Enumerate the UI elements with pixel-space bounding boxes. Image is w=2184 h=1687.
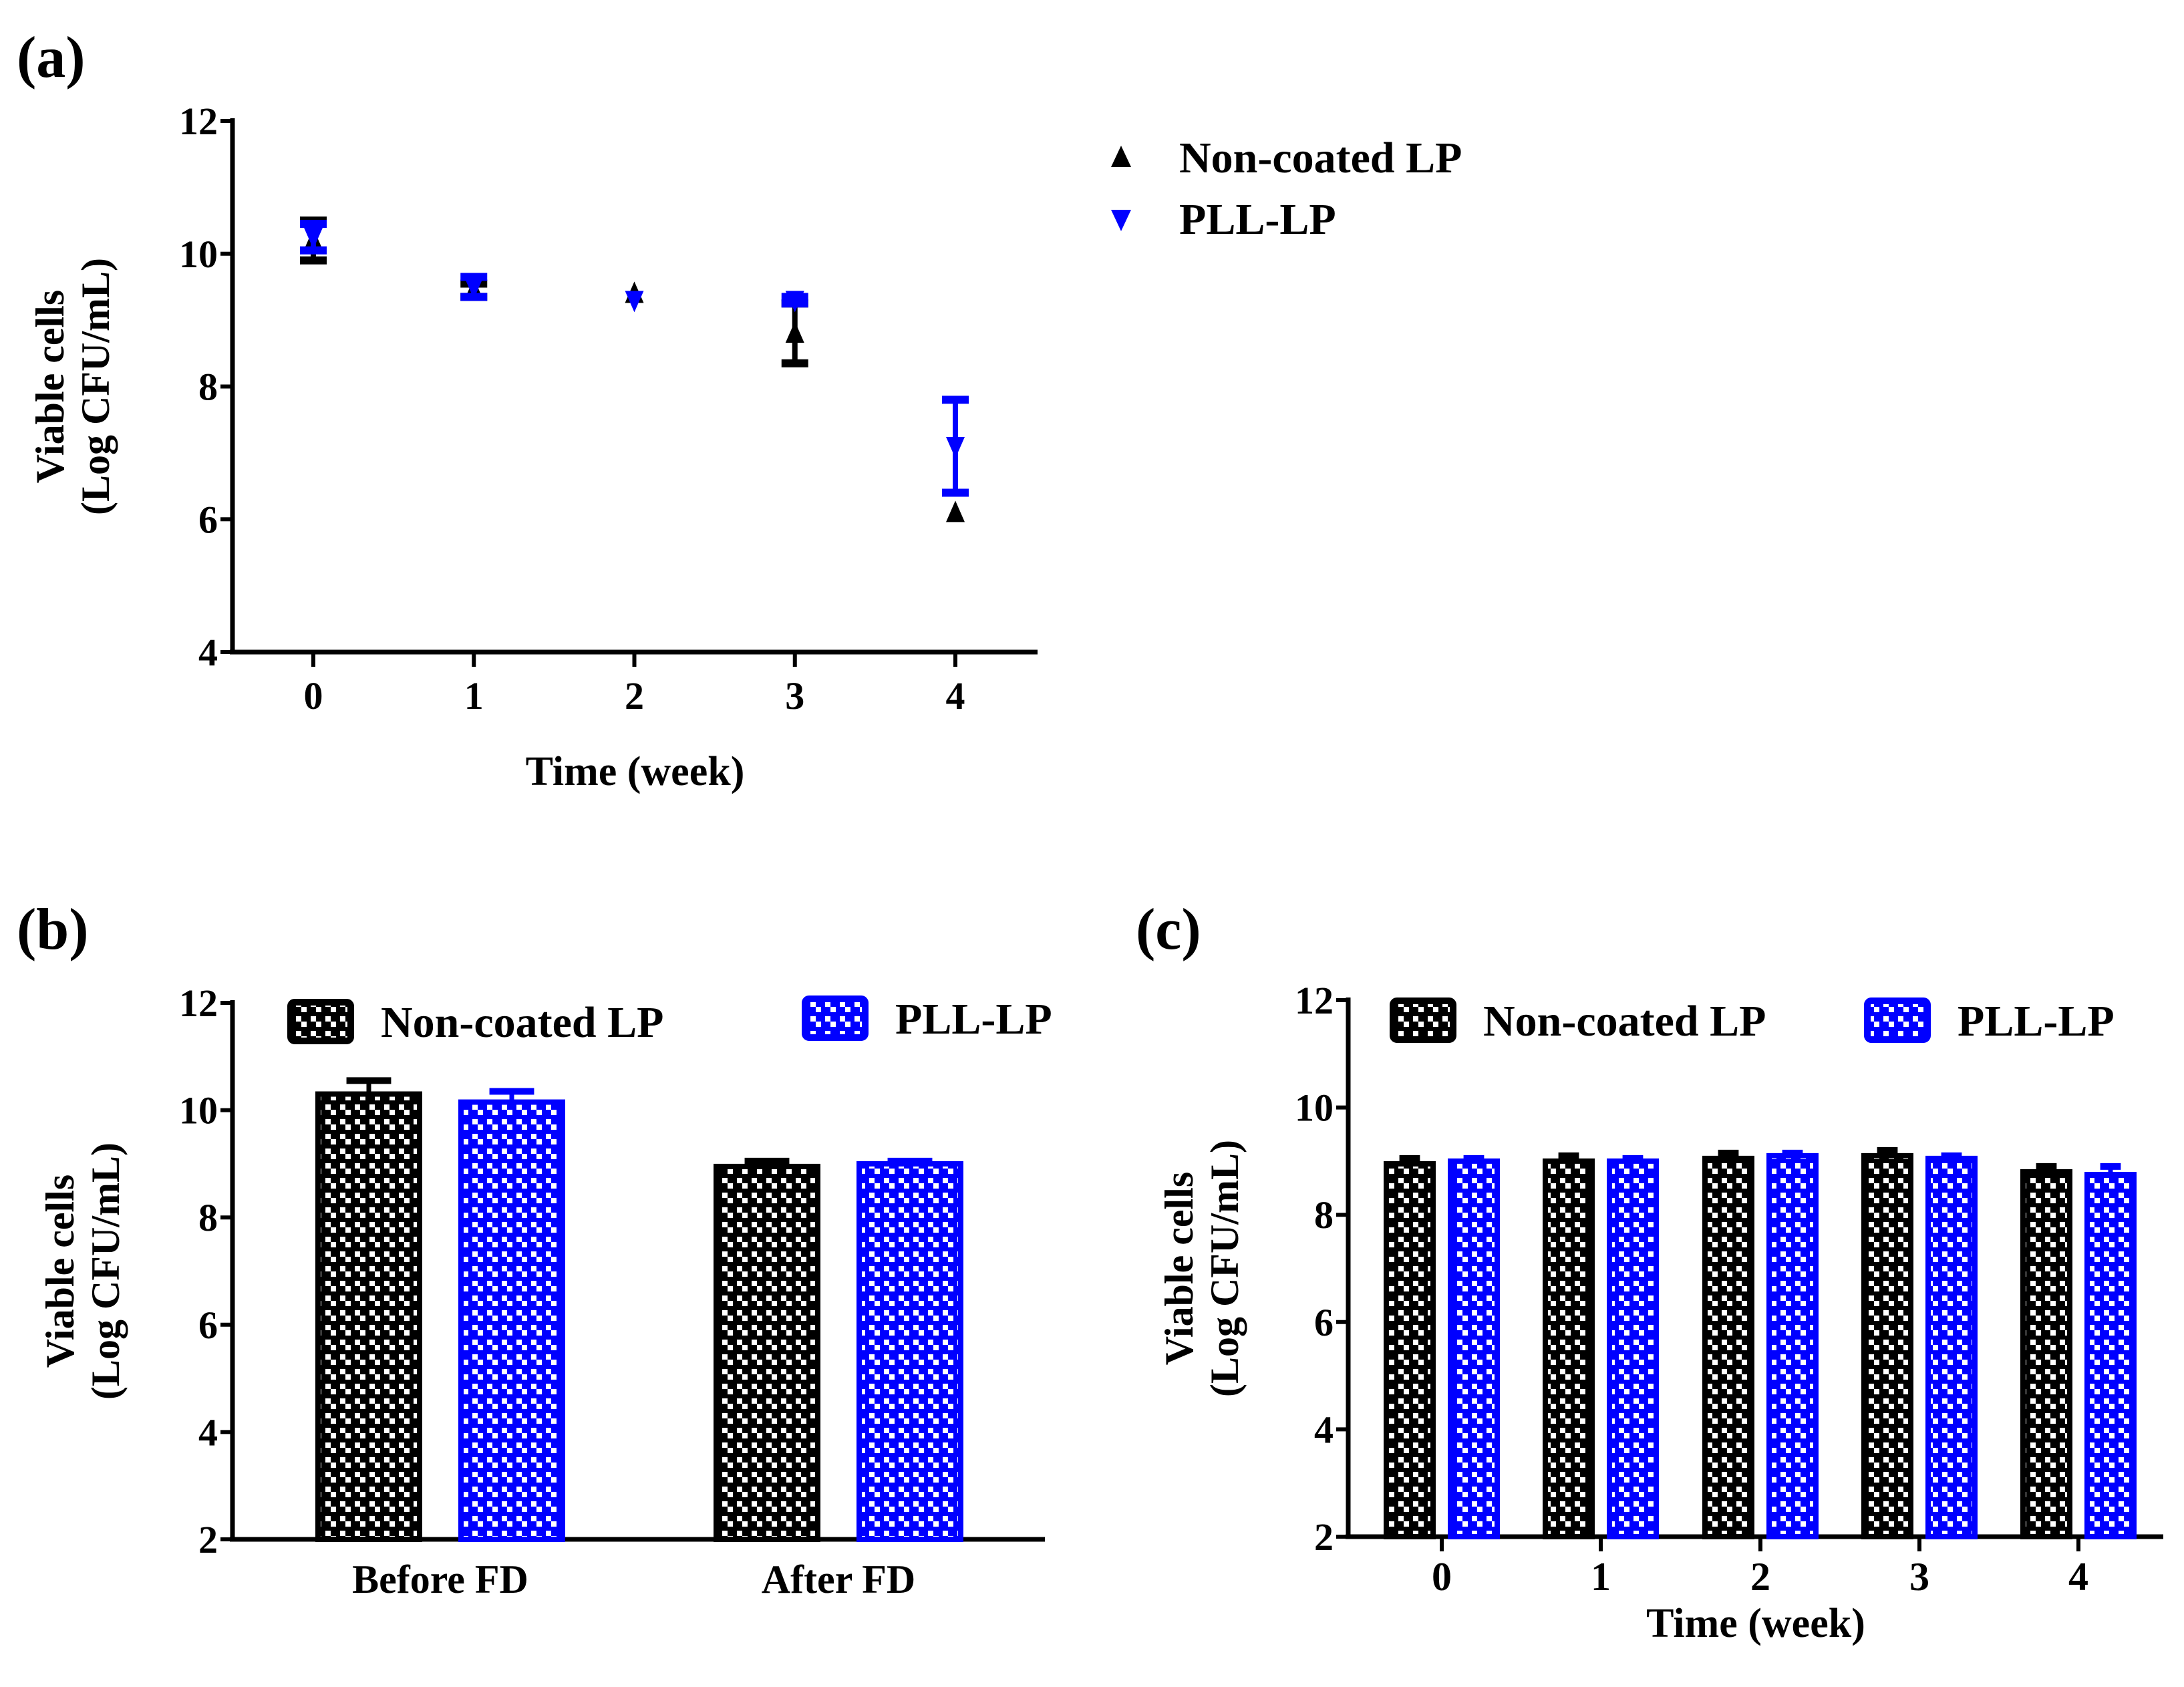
- legend-label: PLL-LP: [1958, 997, 2115, 1046]
- x-tick-label: 2: [1750, 1555, 1770, 1599]
- bar-noncoated: [315, 1091, 422, 1542]
- bar-pll: [2084, 1171, 2137, 1539]
- y-tick-label: 10: [1295, 1086, 1334, 1130]
- data-point-pll: [304, 227, 323, 249]
- bar-pll: [1925, 1155, 1978, 1539]
- x-tick-label: 2: [625, 674, 644, 718]
- bar-pll: [1607, 1158, 1659, 1539]
- data-point-noncoated: [785, 321, 804, 343]
- legend-swatch: [1864, 998, 1931, 1043]
- data-point-noncoated: [946, 500, 965, 522]
- y-axis-title-line: (Log CFU/mL): [84, 1142, 128, 1400]
- y-axis-title-line: Viable cells: [28, 290, 72, 483]
- x-tick-label: 3: [1909, 1555, 1929, 1599]
- y-tick-label: 12: [179, 981, 218, 1025]
- bar-pll: [856, 1161, 963, 1542]
- bar-noncoated: [1384, 1161, 1436, 1540]
- x-tick-label: 1: [1591, 1555, 1611, 1599]
- y-axis-title: Viable cells(Log CFU/mL): [28, 258, 118, 515]
- x-tick-label: 4: [2068, 1555, 2088, 1599]
- data-point-pll: [464, 277, 484, 299]
- bar-pll: [458, 1099, 565, 1543]
- bar-pll: [1766, 1153, 1819, 1539]
- x-tick-label: 0: [304, 674, 323, 718]
- legend-label: Non-coated LP: [1179, 134, 1462, 182]
- y-tick-label: 12: [1295, 979, 1334, 1022]
- data-point-pll: [785, 291, 804, 313]
- legend-swatch: [1390, 998, 1456, 1043]
- legend-label: Non-coated LP: [1483, 997, 1766, 1046]
- bar-noncoated: [2020, 1169, 2072, 1539]
- y-tick-label: 6: [1314, 1301, 1334, 1344]
- y-axis-title-line: Viable cells: [1157, 1172, 1201, 1365]
- data-point-pll: [625, 291, 644, 313]
- data-point-pll: [946, 436, 965, 458]
- y-tick-label: 8: [198, 1196, 218, 1239]
- legend-label: PLL-LP: [1179, 195, 1336, 244]
- y-axis-title: Viable cells(Log CFU/mL): [1157, 1140, 1247, 1397]
- bar-noncoated: [714, 1163, 820, 1543]
- y-tick-label: 8: [198, 365, 218, 409]
- x-tick-label: Before FD: [352, 1557, 528, 1601]
- x-tick-label: 1: [464, 674, 484, 718]
- y-axis-title-line: (Log CFU/mL): [1203, 1140, 1247, 1397]
- panel-label-b: (b): [17, 897, 89, 962]
- bar-noncoated: [1702, 1155, 1754, 1539]
- y-axis-title-line: Viable cells: [38, 1175, 82, 1368]
- x-tick-label: 4: [946, 674, 965, 718]
- panel-label-c: (c): [1136, 897, 1201, 962]
- y-tick-label: 12: [179, 100, 218, 143]
- x-axis-title: Time (week): [526, 749, 745, 794]
- x-axis-title: Time (week): [1646, 1601, 1865, 1646]
- y-tick-label: 2: [1314, 1515, 1334, 1559]
- y-tick-label: 10: [179, 233, 218, 276]
- legend-marker: [1111, 146, 1131, 167]
- bar-noncoated: [1861, 1153, 1913, 1539]
- y-tick-label: 4: [1314, 1408, 1334, 1451]
- y-axis-title: Viable cells(Log CFU/mL): [38, 1142, 128, 1400]
- y-tick-label: 8: [1314, 1193, 1334, 1237]
- y-tick-label: 10: [179, 1089, 218, 1132]
- panel-b: 2 4 6 8 10 12 Viable cells(Log CFU/mL) Before F…: [38, 981, 1052, 1601]
- y-axis-title-line: (Log CFU/mL): [73, 258, 118, 515]
- y-tick-label: 2: [198, 1518, 218, 1561]
- legend-swatch: [287, 999, 354, 1044]
- y-tick-label: 6: [198, 1303, 218, 1347]
- legend-marker: [1111, 210, 1131, 231]
- legend-label: Non-coated LP: [381, 998, 663, 1047]
- y-tick-label: 4: [198, 1410, 218, 1454]
- x-tick-label: 0: [1432, 1555, 1452, 1599]
- legend-label: PLL-LP: [895, 995, 1052, 1044]
- bar-pll: [1448, 1158, 1500, 1539]
- panel-label-a: (a): [17, 25, 86, 90]
- x-tick-label: After FD: [762, 1557, 915, 1601]
- bar-noncoated: [1543, 1158, 1595, 1539]
- x-tick-label: 3: [785, 674, 804, 718]
- y-tick-label: 6: [198, 498, 218, 541]
- legend-swatch: [802, 995, 869, 1041]
- y-tick-label: 4: [198, 631, 218, 674]
